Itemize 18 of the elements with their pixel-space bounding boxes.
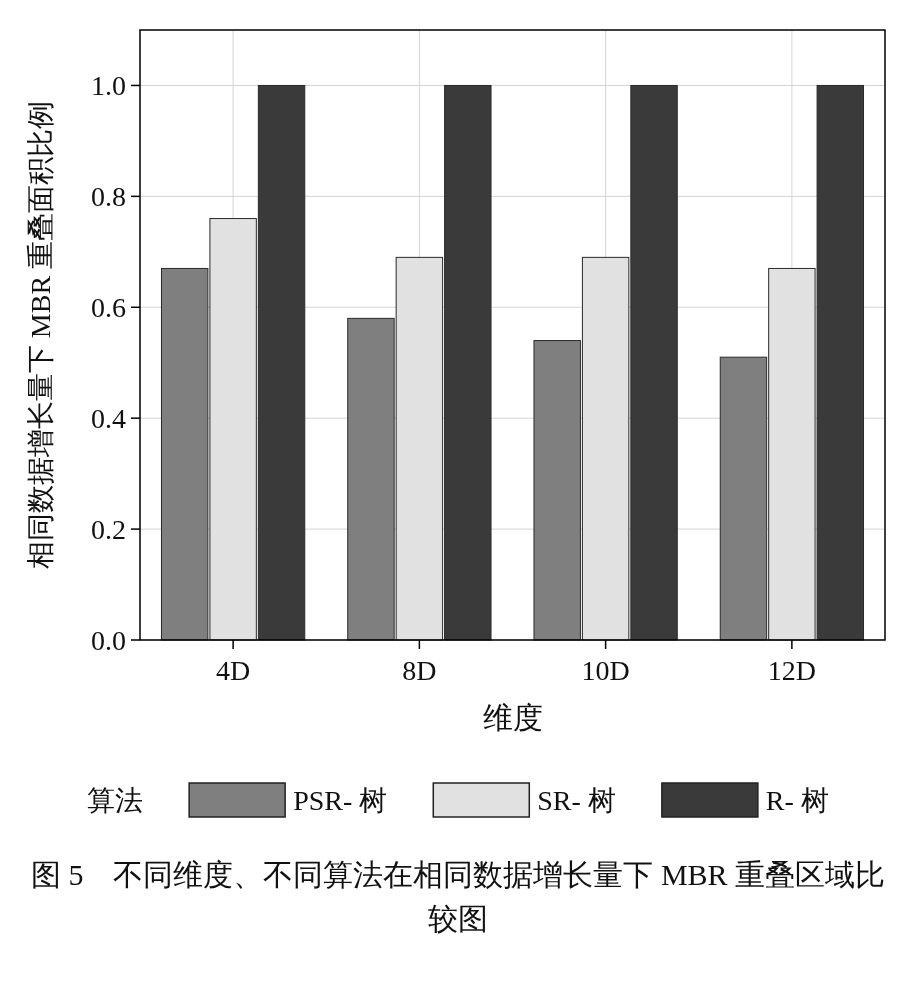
legend-label: PSR- 树 bbox=[293, 785, 388, 816]
x-tick-label: 8D bbox=[402, 655, 437, 686]
y-tick-label: 0.4 bbox=[91, 403, 126, 435]
y-tick-label: 1.0 bbox=[91, 70, 126, 102]
caption: 图 5 不同维度、不同算法在相同数据增长量下 MBR 重叠区域比 bbox=[30, 858, 886, 891]
x-tick-label: 12D bbox=[767, 655, 816, 686]
y-tick-label: 0.0 bbox=[91, 625, 126, 656]
x-tick-label: 10D bbox=[581, 655, 630, 686]
y-axis-title: 相同数据增长量下 MBR 重叠面积比例 bbox=[25, 100, 56, 570]
y-tick-label: 0.2 bbox=[91, 514, 126, 546]
x-axis-title: 维度 bbox=[482, 701, 543, 734]
legend-label: R- 树 bbox=[765, 785, 829, 816]
caption: 较图 bbox=[428, 902, 488, 935]
y-tick-label: 0.6 bbox=[91, 292, 126, 324]
legend-title: 算法 bbox=[87, 785, 144, 816]
y-tick-label: 0.8 bbox=[91, 181, 126, 213]
legend-label: SR- 树 bbox=[537, 785, 616, 816]
x-tick-label: 4D bbox=[216, 655, 251, 686]
